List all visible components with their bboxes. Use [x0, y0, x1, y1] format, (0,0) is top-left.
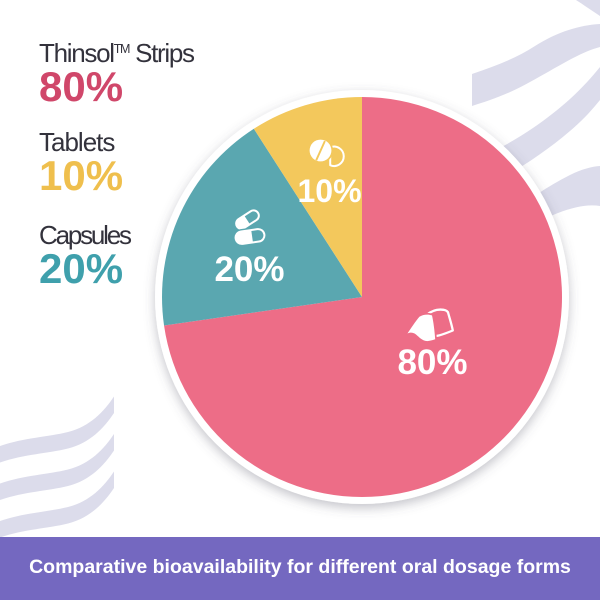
svg-text:80%: 80% — [397, 343, 467, 382]
svg-text:10%: 10% — [297, 173, 361, 209]
svg-text:ThinsolTM Strips: ThinsolTM Strips — [39, 38, 195, 68]
svg-text:20%: 20% — [214, 250, 284, 289]
svg-text:Comparative bioavailability fo: Comparative bioavailability for differen… — [29, 556, 571, 578]
svg-text:80%: 80% — [39, 63, 123, 110]
svg-text:Tablets: Tablets — [39, 127, 115, 157]
svg-text:Capsules: Capsules — [39, 220, 132, 250]
svg-text:20%: 20% — [39, 245, 123, 292]
svg-text:10%: 10% — [39, 152, 123, 199]
